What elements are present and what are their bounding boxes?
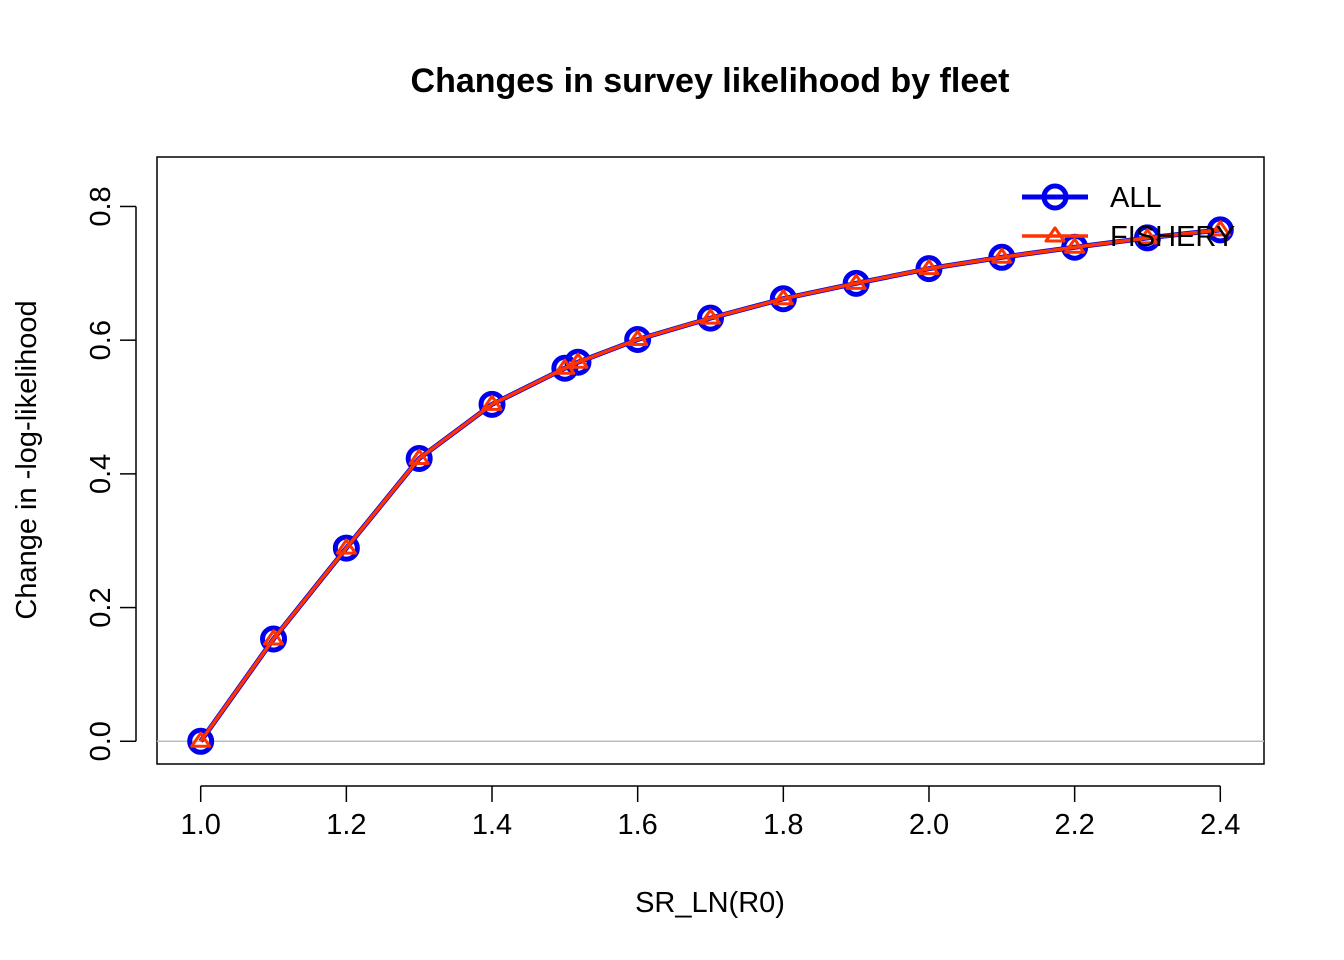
data-point	[624, 326, 652, 354]
plot-frame	[156, 156, 1265, 765]
x-tick-label: 2.4	[1200, 809, 1240, 841]
data-point	[697, 304, 724, 332]
x-tick-label: 1.6	[618, 809, 658, 841]
data-point	[567, 352, 589, 369]
legend: ALL FISHERY	[1022, 182, 1235, 253]
legend-marker	[1041, 183, 1069, 211]
legend-item-fishery: FISHERY	[1022, 221, 1235, 253]
y-tick-label: 0.0	[85, 721, 117, 761]
data-point	[187, 727, 215, 755]
y-tick-label: 0.6	[85, 320, 117, 360]
y-axis: 0.0 0.2 0.4 0.6 0.8	[85, 186, 137, 761]
x-axis: 1.0 1.2 1.4 1.6 1.8 2.0 2.2 2.4	[181, 785, 1240, 841]
y-tick-label: 0.4	[85, 454, 117, 494]
data-point	[263, 629, 285, 646]
data-point	[260, 625, 288, 653]
data-point	[190, 731, 212, 748]
y-axis-label: Change in -log-likelihood	[11, 300, 43, 619]
data-point	[991, 247, 1013, 264]
series-layer	[187, 216, 1234, 755]
data-point	[1064, 237, 1086, 254]
series-fishery	[190, 220, 1231, 748]
x-tick-label: 1.0	[181, 809, 221, 841]
x-tick-label: 1.2	[326, 809, 366, 841]
series-all	[187, 216, 1234, 755]
x-tick-label: 1.8	[763, 809, 803, 841]
data-point	[335, 538, 357, 555]
legend-marker	[1044, 226, 1066, 243]
data-point	[405, 444, 433, 472]
legend-label: ALL	[1110, 182, 1162, 214]
x-tick-label: 2.2	[1054, 809, 1094, 841]
data-point	[481, 394, 503, 411]
data-point	[772, 289, 794, 306]
data-point	[700, 308, 721, 325]
legend-label: FISHERY	[1110, 221, 1235, 253]
data-point	[1209, 220, 1231, 237]
data-point	[918, 259, 940, 276]
x-tick-label: 1.4	[472, 809, 512, 841]
chart-title: Changes in survey likelihood by fleet	[411, 62, 1010, 100]
data-point	[842, 269, 870, 297]
data-point	[332, 534, 360, 562]
data-point	[627, 329, 649, 347]
x-tick-label: 2.0	[909, 809, 949, 841]
data-point	[1136, 228, 1158, 245]
data-point	[408, 448, 430, 466]
x-axis-label: SR_LN(R0)	[635, 887, 785, 919]
y-tick-label: 0.8	[85, 186, 117, 226]
series-line	[199, 228, 1221, 743]
data-point	[845, 273, 867, 290]
data-point	[478, 390, 506, 418]
data-point	[769, 285, 797, 313]
legend-item-all: ALL	[1022, 182, 1162, 214]
y-tick-label: 0.2	[85, 587, 117, 627]
